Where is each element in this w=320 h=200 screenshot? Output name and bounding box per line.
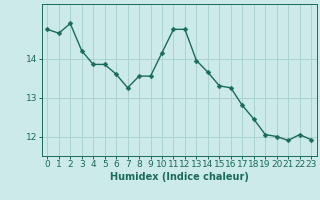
X-axis label: Humidex (Indice chaleur): Humidex (Indice chaleur) (110, 172, 249, 182)
